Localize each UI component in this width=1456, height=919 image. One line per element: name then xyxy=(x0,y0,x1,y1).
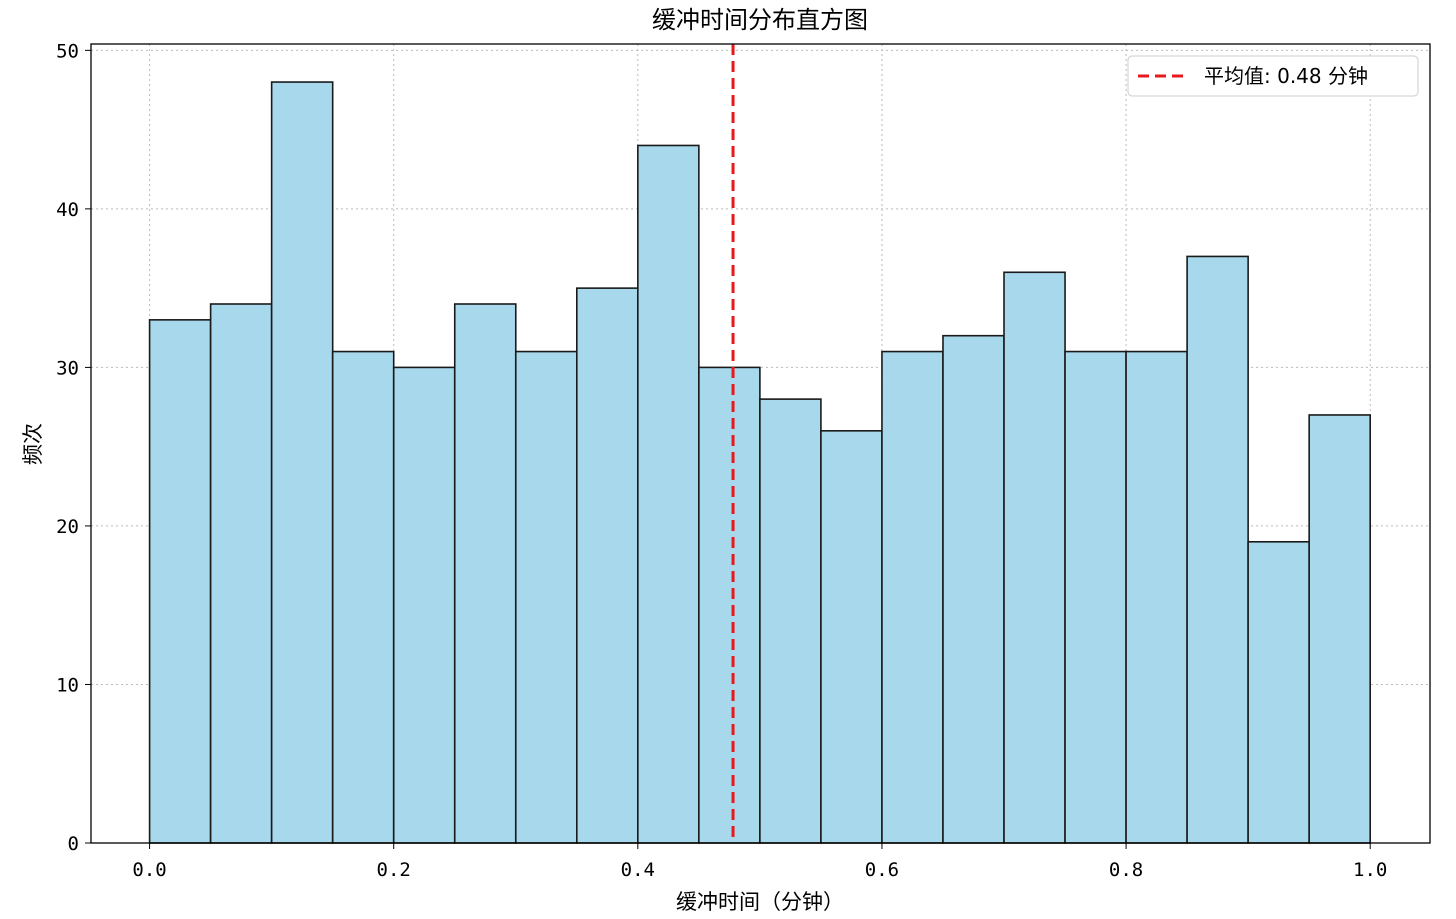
x-tick-label: 0.4 xyxy=(621,859,655,881)
histogram-bar xyxy=(453,303,517,844)
y-axis-label: 频次 xyxy=(21,423,45,465)
histogram-bar xyxy=(1125,350,1188,844)
histogram-bar xyxy=(514,350,578,844)
histogram-bar xyxy=(637,144,700,844)
x-tick-label: 0.6 xyxy=(865,859,899,881)
histogram-bar xyxy=(881,350,944,844)
histogram-bar xyxy=(1186,255,1249,844)
x-tick-label: 0.8 xyxy=(1109,859,1143,881)
histogram-bar xyxy=(209,303,273,844)
histogram-bar xyxy=(1247,540,1310,844)
x-tick-label: 0.0 xyxy=(132,859,166,881)
histogram-bar xyxy=(942,334,1005,844)
x-axis-label: 缓冲时间（分钟） xyxy=(676,890,844,914)
histogram-bar xyxy=(820,430,883,844)
histogram-bar xyxy=(1308,414,1371,844)
histogram-bar xyxy=(148,319,212,844)
x-tick-label: 1.0 xyxy=(1353,859,1387,881)
legend-box xyxy=(1127,55,1419,97)
histogram-bar xyxy=(698,366,761,844)
y-tick-label: 20 xyxy=(56,516,79,538)
y-tick-label: 50 xyxy=(56,40,79,62)
legend: 平均值: 0.48 分钟 xyxy=(1127,55,1419,97)
histogram-bar xyxy=(270,81,334,844)
histogram-bar xyxy=(331,350,395,844)
y-tick-label: 10 xyxy=(56,674,79,696)
plot-frame xyxy=(90,43,1431,844)
histogram-bar xyxy=(392,366,456,844)
y-tick-label: 40 xyxy=(56,199,79,221)
y-tick-label: 30 xyxy=(56,357,79,379)
histogram-bar xyxy=(1064,350,1127,844)
x-ticks: 0.0 0.2 0.4 0.6 0.8 1.0 xyxy=(132,843,1387,881)
y-ticks: 0 10 20 30 40 50 xyxy=(56,40,91,855)
legend-mean-label: 平均值: 0.48 分钟 xyxy=(1204,64,1368,88)
x-tick-label: 0.2 xyxy=(377,859,411,881)
chart-title: 缓冲时间分布直方图 xyxy=(652,6,868,34)
bars xyxy=(148,81,1371,844)
y-tick-label: 0 xyxy=(68,833,79,855)
histogram-bar xyxy=(1003,271,1066,844)
histogram-bar xyxy=(759,398,822,844)
histogram-bar xyxy=(575,287,639,844)
